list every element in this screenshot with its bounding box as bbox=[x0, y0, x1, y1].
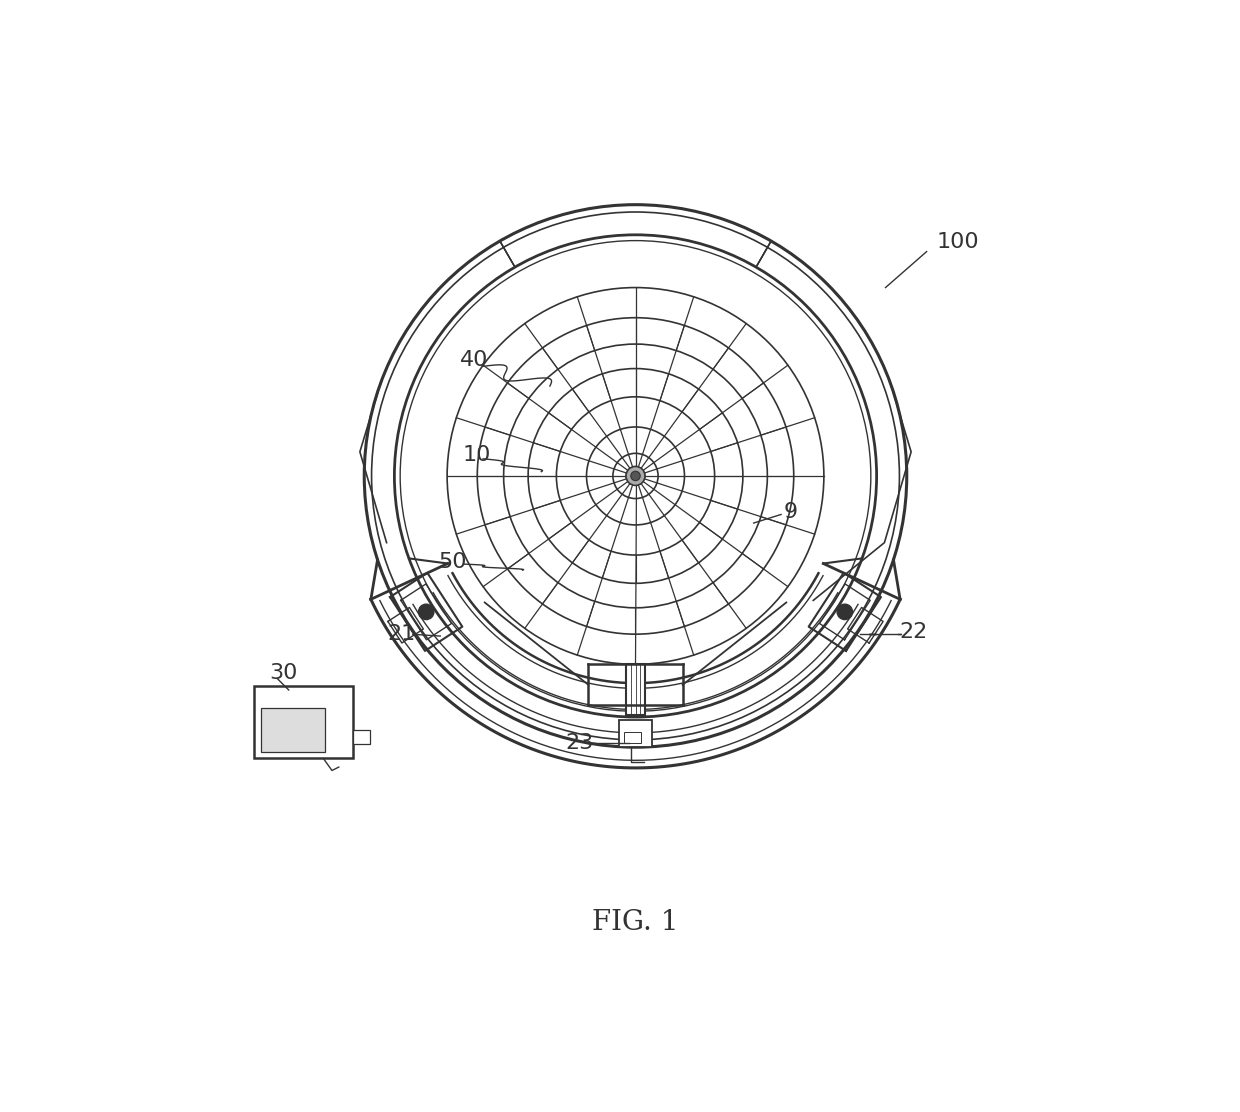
Text: FIG. 1: FIG. 1 bbox=[593, 910, 678, 936]
Circle shape bbox=[418, 604, 434, 619]
Bar bbox=[262, 708, 325, 752]
Circle shape bbox=[837, 604, 853, 619]
Text: 10: 10 bbox=[463, 445, 491, 465]
Bar bbox=[619, 719, 652, 747]
Bar bbox=[254, 686, 353, 758]
Text: 23: 23 bbox=[565, 733, 594, 753]
Text: 40: 40 bbox=[460, 350, 489, 370]
Text: 21: 21 bbox=[387, 624, 415, 644]
Bar bbox=[625, 732, 641, 743]
Circle shape bbox=[626, 467, 645, 485]
Text: 9: 9 bbox=[784, 502, 797, 522]
Circle shape bbox=[631, 471, 640, 480]
Bar bbox=[353, 729, 370, 744]
Text: 100: 100 bbox=[937, 232, 980, 252]
Text: 22: 22 bbox=[899, 622, 928, 642]
Text: 30: 30 bbox=[269, 663, 298, 683]
Bar bbox=[626, 664, 645, 715]
Text: 50: 50 bbox=[439, 552, 467, 572]
